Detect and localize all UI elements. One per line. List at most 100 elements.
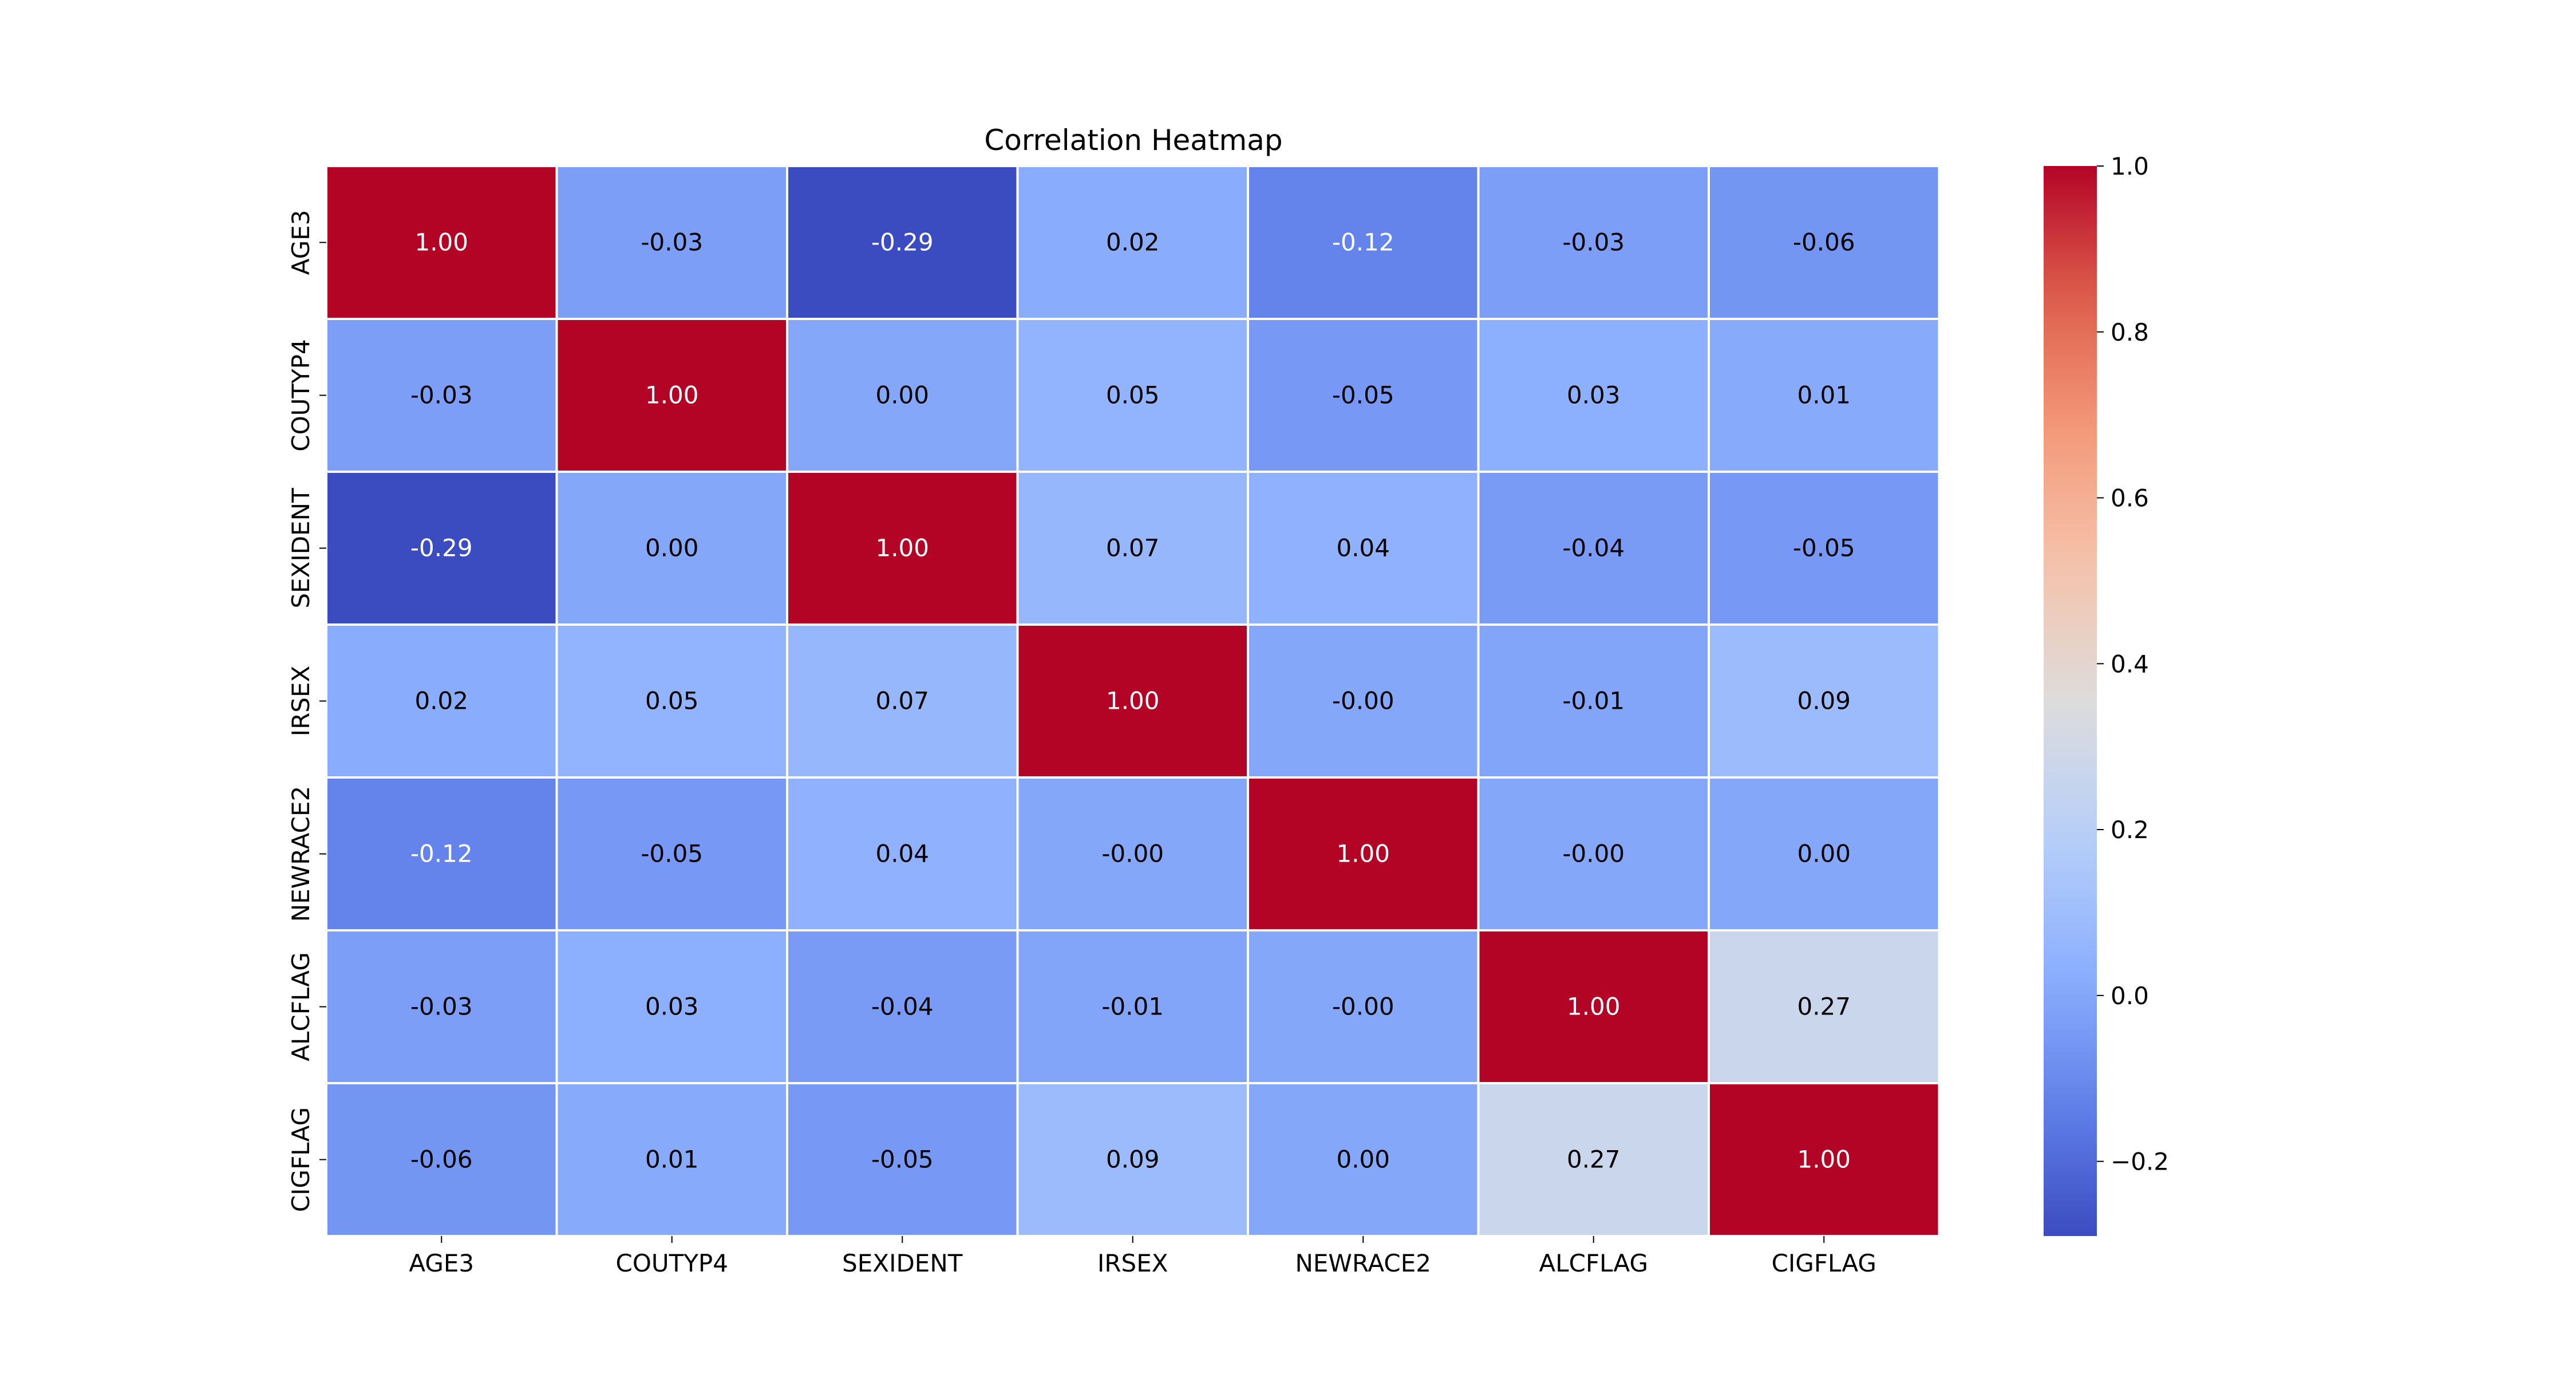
cell-value-label: -0.29 <box>871 228 934 256</box>
colorbar-tick-label: −0.2 <box>2111 1148 2169 1176</box>
cell-value-label: 1.00 <box>875 534 929 562</box>
heatmap-cell <box>1017 930 1248 1083</box>
y-tick-label: SEXIDENT <box>287 488 315 609</box>
heatmap-grid-lines <box>325 165 1941 1237</box>
cell-value-label: -0.12 <box>1332 228 1394 256</box>
cell-value-label: 1.00 <box>1567 993 1621 1021</box>
heatmap-cell <box>1478 472 1709 625</box>
cell-value-label: -0.05 <box>1793 534 1855 562</box>
x-tick-label: NEWRACE2 <box>1295 1249 1431 1277</box>
heatmap-cell <box>326 625 557 777</box>
heatmap-cell <box>1248 472 1479 625</box>
heatmap-cell <box>1017 319 1248 472</box>
x-tick-label: SEXIDENT <box>842 1249 963 1277</box>
colorbar-tick-label: 1.0 <box>2111 152 2149 180</box>
heatmap-cell <box>1017 166 1248 319</box>
heatmap-cell <box>1017 472 1248 625</box>
cell-value-label: -0.12 <box>410 840 473 868</box>
heatmap-cell <box>1709 319 1939 472</box>
heatmap-cell <box>787 1083 1018 1236</box>
heatmap-cell <box>556 319 787 472</box>
heatmap-cell <box>787 930 1018 1083</box>
colorbar-tick-label: 0.2 <box>2111 816 2149 844</box>
y-tick-label: ALCFLAG <box>287 952 315 1061</box>
heatmap-cell <box>1248 930 1479 1083</box>
cell-value-label: -0.00 <box>1562 840 1625 868</box>
y-tick-label: CIGFLAG <box>287 1107 315 1212</box>
cell-value-label: -0.00 <box>1332 993 1394 1021</box>
heatmap-cell <box>1478 166 1709 319</box>
colorbar-gradient <box>2044 166 2097 1236</box>
cell-value-label: -0.05 <box>871 1146 934 1174</box>
cell-value-label: -0.00 <box>1332 687 1394 715</box>
heatmap-cell <box>1248 777 1479 930</box>
cell-value-label: 1.00 <box>414 228 468 256</box>
x-axis: AGE3 COUTYP4 SEXIDENT IRSEX NEWRACE2 ALCFLAG C… <box>409 1236 1876 1277</box>
heatmap-cell <box>787 319 1018 472</box>
heatmap-cells: 1.00 -0.03 -0.29 0.02 -0.12 -0.03 -0.06 -0.03 1.… <box>326 166 1939 1236</box>
cell-value-label: 0.09 <box>1106 1146 1160 1174</box>
colorbar-tick-label: 0.0 <box>2111 982 2149 1010</box>
colorbar: −0.2 0.0 0.2 0.4 0.6 0.8 1.0 <box>2044 152 2169 1236</box>
cell-value-label: 1.00 <box>645 381 699 409</box>
x-tick-label: CIGFLAG <box>1772 1249 1876 1277</box>
heatmap-cell <box>556 472 787 625</box>
heatmap-cell <box>1017 1083 1248 1236</box>
cell-value-label: -0.06 <box>1793 228 1855 256</box>
cell-value-label: 0.04 <box>1336 534 1390 562</box>
heatmap-cell <box>1478 930 1709 1083</box>
cell-value-label: 0.27 <box>1567 1146 1621 1174</box>
heatmap-cell <box>1709 472 1939 625</box>
y-tick-label: IRSEX <box>287 666 315 737</box>
cell-value-label: -0.03 <box>410 381 473 409</box>
heatmap-cell <box>326 166 557 319</box>
heatmap-cell <box>326 472 557 625</box>
cell-value-label: 0.00 <box>645 534 699 562</box>
cell-value-label: 0.07 <box>1106 534 1160 562</box>
cell-value-label: -0.04 <box>871 993 934 1021</box>
cell-value-label: -0.00 <box>1101 840 1164 868</box>
cell-value-label: -0.04 <box>1562 534 1625 562</box>
heatmap-cell <box>787 777 1018 930</box>
x-tick-label: COUTYP4 <box>616 1249 729 1277</box>
cell-value-label: -0.29 <box>410 534 473 562</box>
heatmap-cell <box>1709 166 1939 319</box>
heatmap-cell <box>326 319 557 472</box>
cell-value-label: -0.01 <box>1101 993 1164 1021</box>
cell-value-label: 1.00 <box>1336 840 1390 868</box>
cell-value-label: -0.03 <box>1562 228 1625 256</box>
y-tick-label: NEWRACE2 <box>287 786 315 922</box>
cell-value-label: -0.03 <box>641 228 703 256</box>
y-tick-label: COUTYP4 <box>287 339 315 452</box>
x-tick-label: AGE3 <box>409 1249 474 1277</box>
cell-value-label: -0.01 <box>1562 687 1625 715</box>
x-tick-label: IRSEX <box>1097 1249 1168 1277</box>
cell-value-label: 0.07 <box>875 687 929 715</box>
heatmap-cell <box>1709 625 1939 777</box>
cell-value-label: 0.09 <box>1797 687 1851 715</box>
cell-value-label: 0.00 <box>875 381 929 409</box>
cell-value-label: 0.01 <box>1797 381 1851 409</box>
cell-value-label: 0.03 <box>1567 381 1621 409</box>
heatmap-cell <box>1478 1083 1709 1236</box>
y-axis: AGE3 COUTYP4 SEXIDENT IRSEX NEWRACE2 ALCFLAG C… <box>287 210 326 1212</box>
heatmap-cell <box>326 930 557 1083</box>
x-tick-label: ALCFLAG <box>1539 1249 1648 1277</box>
cell-value-label: 0.00 <box>1797 840 1851 868</box>
heatmap-cell <box>1248 1083 1479 1236</box>
heatmap-cell <box>1478 625 1709 777</box>
heatmap-cell <box>1017 777 1248 930</box>
heatmap-cell <box>326 1083 557 1236</box>
heatmap-cell <box>1248 166 1479 319</box>
heatmap-cell <box>556 930 787 1083</box>
heatmap-cell <box>556 166 787 319</box>
cell-value-label: 0.03 <box>645 993 699 1021</box>
heatmap-cell <box>1017 625 1248 777</box>
heatmap-cell <box>1709 1083 1939 1236</box>
heatmap-cell <box>1709 930 1939 1083</box>
heatmap-cell <box>556 777 787 930</box>
cell-value-label: -0.06 <box>410 1146 473 1174</box>
colorbar-tick-label: 0.8 <box>2111 318 2149 346</box>
heatmap-cell <box>556 625 787 777</box>
